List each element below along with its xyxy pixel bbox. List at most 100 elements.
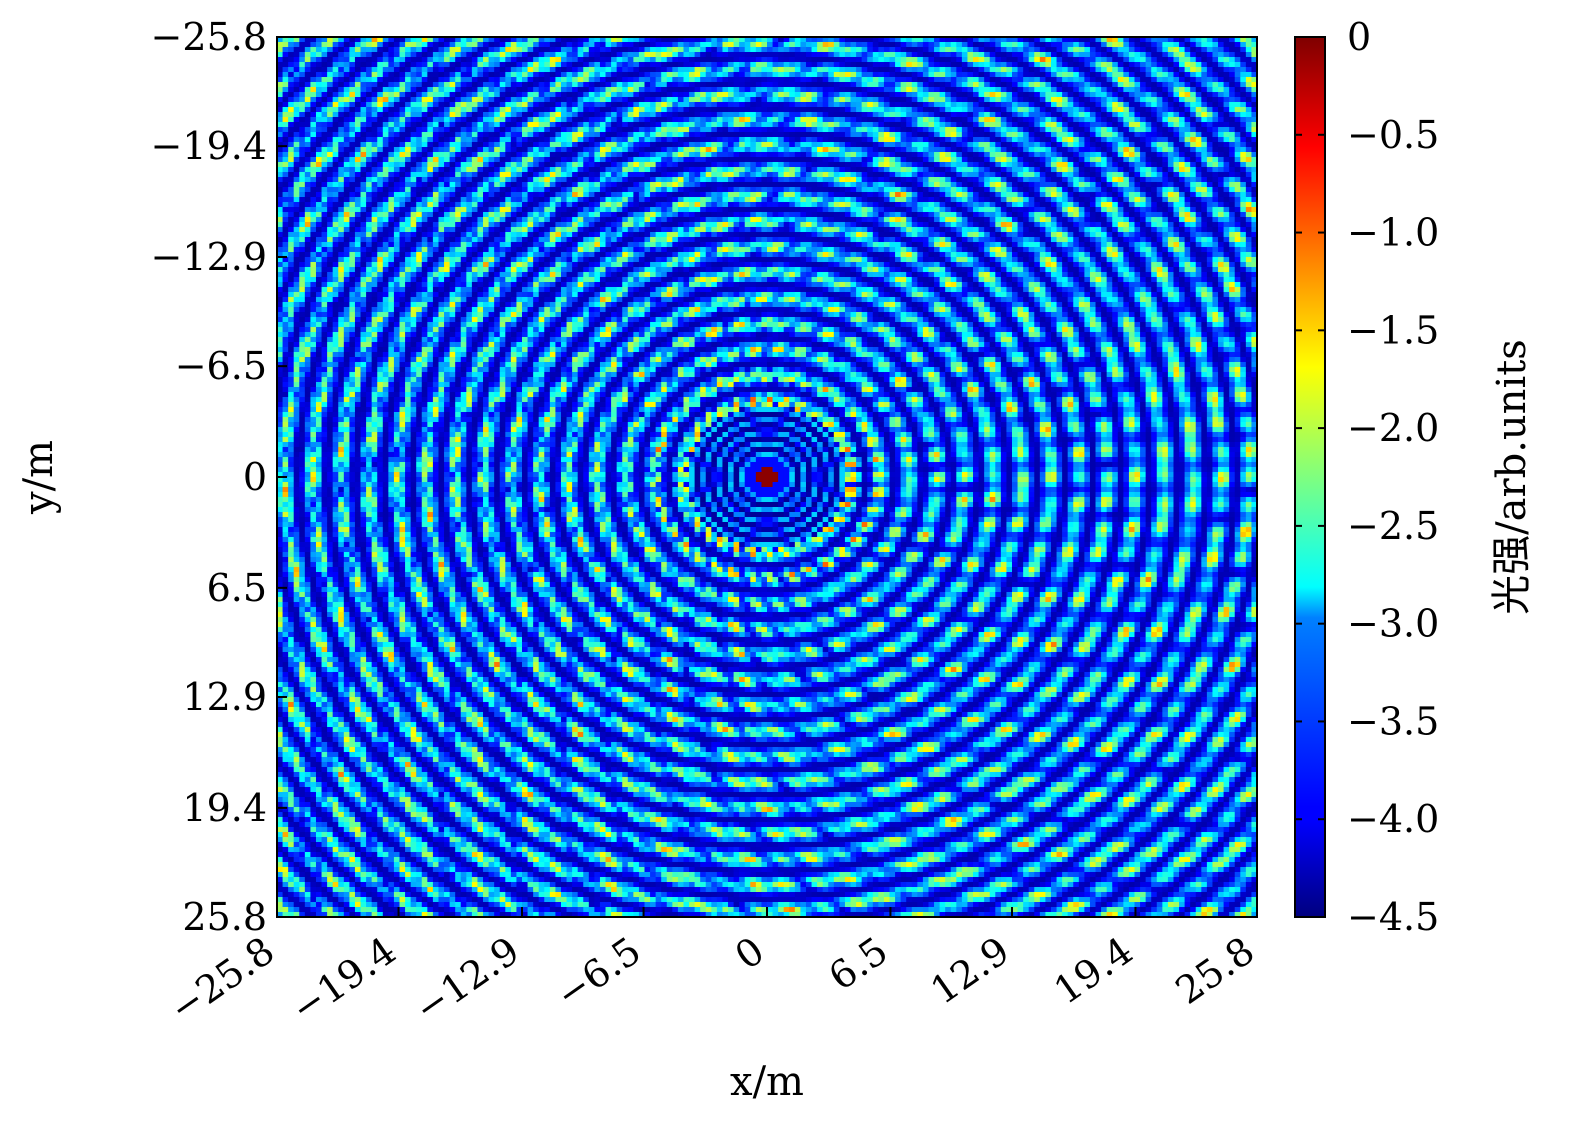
heatmap-cell [1000,52,1008,58]
heatmap-cell [677,112,685,118]
heatmap-cell [922,42,930,48]
heatmap-cell [700,87,707,93]
heatmap-cell [716,42,724,48]
heatmap-cell [633,167,640,173]
heatmap-cell [1000,97,1008,103]
heatmap-cell [388,152,395,158]
heatmap-cell [449,152,456,158]
heatmap-cell [527,137,534,143]
heatmap-cell [828,57,835,63]
heatmap-cell [800,152,807,158]
heatmap-cell [1050,102,1058,108]
heatmap-cell [883,127,891,133]
heatmap-cell [1101,77,1108,83]
heatmap-cell [950,172,957,178]
heatmap-cell [1073,77,1080,83]
heatmap-cell [850,137,857,143]
heatmap-cell [677,102,685,108]
heatmap-cell [1156,77,1163,83]
heatmap-cell [633,47,640,53]
heatmap-cell [661,62,668,68]
heatmap-cell [560,37,568,43]
heatmap-cell [1112,57,1119,63]
heatmap-cell [310,107,317,113]
heatmap-cell [744,97,751,103]
heatmap-cell [922,57,930,63]
heatmap-cell [856,37,863,43]
heatmap-cell [399,97,406,103]
heatmap-cell [967,92,974,98]
heatmap-cell [1123,107,1130,113]
heatmap-cell [549,37,557,43]
heatmap-cell [761,82,768,88]
heatmap-cell [995,102,1002,108]
heatmap-cell [622,137,629,143]
heatmap-cell [1245,142,1253,148]
heatmap-cell [655,167,662,173]
heatmap-cell [922,107,930,113]
heatmap-cell [1229,117,1236,123]
heatmap-cell [1128,162,1136,168]
heatmap-cell [332,57,339,63]
heatmap-cell [1140,97,1147,103]
heatmap-cell [449,147,456,153]
heatmap-cell [416,177,423,183]
heatmap-cell [817,122,824,128]
heatmap-cell [382,77,389,83]
heatmap-cell [666,132,673,138]
heatmap-cell [883,152,891,158]
heatmap-cell [399,82,406,88]
heatmap-cell [650,52,657,58]
heatmap-cell [549,142,557,148]
heatmap-cell [1000,107,1008,113]
heatmap-cell [895,102,902,108]
heatmap-cell [761,172,768,178]
heatmap-cell [1017,172,1024,178]
heatmap-cell [761,57,768,63]
heatmap-cell [611,122,618,128]
heatmap-cell [739,57,746,63]
heatmap-cell [471,137,479,143]
heatmap-cell [861,137,868,143]
heatmap-cell [856,62,863,68]
heatmap-cell [382,167,389,173]
heatmap-cell [1034,52,1041,58]
heatmap-cell [1223,117,1230,123]
heatmap-cell [1134,117,1141,123]
heatmap-cell [1056,112,1063,118]
heatmap-cell [444,62,451,68]
heatmap-cell [538,147,545,153]
heatmap-cell [533,127,540,133]
heatmap-cell [978,157,985,163]
heatmap-cell [928,102,935,108]
heatmap-cell [488,137,495,143]
heatmap-cell [466,142,473,148]
heatmap-cell [533,152,540,158]
heatmap-cell [505,67,512,73]
heatmap-cell [399,67,406,73]
heatmap-cell [1229,37,1236,43]
heatmap-cell [455,107,462,113]
heatmap-cell [410,72,417,78]
heatmap-cell [549,172,557,178]
heatmap-cell [494,77,501,83]
heatmap-cell [822,172,829,178]
heatmap-cell [761,77,768,83]
heatmap-cell [633,52,640,58]
heatmap-cell [1134,102,1141,108]
heatmap-cell [444,162,451,168]
heatmap-cell [1145,77,1152,83]
heatmap-cell [811,137,818,143]
heatmap-cell [1245,117,1253,123]
heatmap-cell [1195,77,1202,83]
heatmap-cell [460,52,467,58]
heatmap-cell [811,37,818,43]
heatmap-cell [343,127,350,133]
heatmap-cell [1145,157,1152,163]
heatmap-cell [1106,142,1113,148]
heatmap-cell [277,102,284,108]
heatmap-cell [382,122,389,128]
heatmap-cell [549,167,557,173]
heatmap-cell [767,82,774,88]
heatmap-cell [527,47,534,53]
